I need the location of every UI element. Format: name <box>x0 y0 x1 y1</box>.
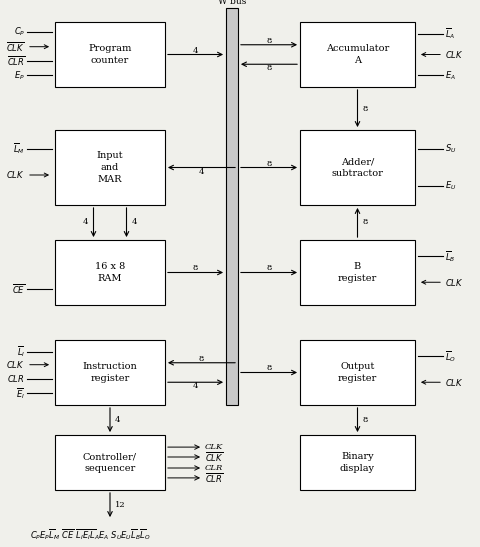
Text: $CLK$: $CLK$ <box>444 277 463 288</box>
Text: Output
register: Output register <box>337 362 376 383</box>
Text: 4: 4 <box>131 218 137 226</box>
Bar <box>55 130 165 205</box>
Text: 4: 4 <box>83 218 88 226</box>
Text: $\overline{L}_I$: $\overline{L}_I$ <box>17 345 25 359</box>
Text: 8: 8 <box>266 37 271 45</box>
Text: $\overline{CLK}$: $\overline{CLK}$ <box>6 40 25 54</box>
Text: Input
and
MAR: Input and MAR <box>96 151 123 184</box>
Bar <box>55 340 165 405</box>
Text: Instruction
register: Instruction register <box>83 362 137 383</box>
Text: 8: 8 <box>198 355 204 363</box>
Text: $\overline{CLR}$: $\overline{CLR}$ <box>7 54 25 68</box>
Text: 8: 8 <box>266 364 271 373</box>
Text: $CLR$: $CLR$ <box>7 374 25 385</box>
Text: 8: 8 <box>266 265 271 272</box>
Text: $\overline{E}_I$: $\overline{E}_I$ <box>16 386 25 400</box>
Text: B
register: B register <box>337 262 376 283</box>
Bar <box>300 435 414 490</box>
Bar <box>226 8 238 405</box>
Text: 8: 8 <box>362 416 367 424</box>
Text: $CLK$: $CLK$ <box>444 49 463 60</box>
Text: $E_P$: $E_P$ <box>14 69 25 82</box>
Text: 16 x 8
RAM: 16 x 8 RAM <box>95 262 125 283</box>
Text: $\overline{L}_B$: $\overline{L}_B$ <box>444 249 455 264</box>
Text: CLK: CLK <box>204 443 223 451</box>
Text: $E_A$: $E_A$ <box>444 69 455 82</box>
Text: $\overline{L}_A$: $\overline{L}_A$ <box>444 26 455 41</box>
Text: 4: 4 <box>192 46 198 55</box>
Bar <box>55 435 165 490</box>
Text: Controller/
sequencer: Controller/ sequencer <box>83 452 137 473</box>
Text: CLR: CLR <box>204 464 223 472</box>
Text: $S_U$: $S_U$ <box>444 143 456 155</box>
Text: $C_P E_P \overline{L}_M\ \overline{CE}\ \overline{L}_I \overline{E}_I \overline{: $C_P E_P \overline{L}_M\ \overline{CE}\ … <box>30 528 150 542</box>
Text: 4: 4 <box>198 167 204 176</box>
Text: Adder/
subtractor: Adder/ subtractor <box>331 157 383 178</box>
Text: $\overline{L}_M$: $\overline{L}_M$ <box>13 142 25 156</box>
Text: 8: 8 <box>266 160 271 167</box>
Bar <box>300 340 414 405</box>
Text: 12: 12 <box>115 501 125 509</box>
Text: $\overline{CLR}$: $\overline{CLR}$ <box>204 471 223 485</box>
Text: $\overline{L}_O$: $\overline{L}_O$ <box>444 349 455 364</box>
Bar <box>300 240 414 305</box>
Text: $CLK$: $CLK$ <box>6 170 25 181</box>
Text: Program
counter: Program counter <box>88 44 132 65</box>
Text: $\overline{CE}$: $\overline{CE}$ <box>12 282 25 296</box>
Text: Accumulator
A: Accumulator A <box>325 44 388 65</box>
Text: Binary
display: Binary display <box>339 452 374 473</box>
Text: 8: 8 <box>362 104 367 113</box>
Text: $CLK$: $CLK$ <box>6 359 25 370</box>
Text: $CLK$: $CLK$ <box>444 377 463 388</box>
Text: 8: 8 <box>266 64 271 72</box>
Text: W bus: W bus <box>217 0 246 6</box>
Bar <box>300 130 414 205</box>
Text: 4: 4 <box>115 416 120 424</box>
Text: 8: 8 <box>362 218 367 226</box>
Text: 8: 8 <box>192 265 198 272</box>
Bar <box>300 22 414 87</box>
Text: 4: 4 <box>192 382 198 390</box>
Text: $E_U$: $E_U$ <box>444 180 456 193</box>
Text: $C_P$: $C_P$ <box>13 26 25 38</box>
Text: $\overline{CLK}$: $\overline{CLK}$ <box>204 450 223 464</box>
Bar <box>55 240 165 305</box>
Bar <box>55 22 165 87</box>
